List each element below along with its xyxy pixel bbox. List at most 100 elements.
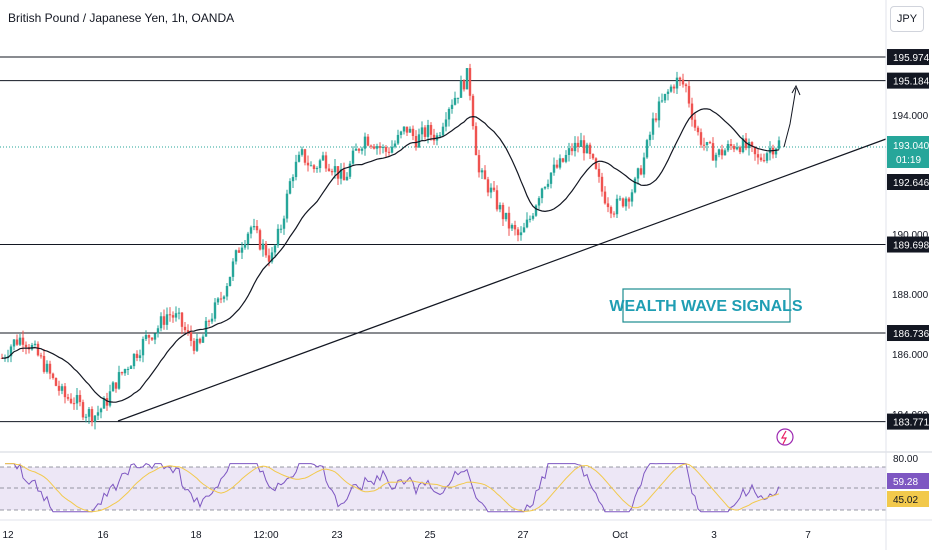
candle-body [714,154,718,161]
candle-body [12,339,16,347]
rsi-ma-value-tag [887,491,929,507]
current-price-value: 193.040 [893,141,930,152]
rsi-level-80: 80.00 [893,454,918,465]
candle-body [171,315,175,318]
candle-body [414,136,418,148]
candle-body [708,142,712,144]
candle-body [471,95,475,127]
candle-body [237,250,241,253]
candle-body [267,255,271,262]
candle-body [636,168,640,179]
candle-body [594,158,598,169]
candle-body [336,166,340,179]
time-tick-8: 3 [711,530,717,541]
candle-body [585,144,589,154]
candle-body [369,145,373,147]
candles [0,63,781,430]
candle-body [48,363,52,374]
candle-body [582,140,586,154]
candle-body [681,79,685,85]
candle-body [633,178,637,193]
candle-body [777,140,781,149]
candle-body [87,409,91,417]
candle-body [273,245,277,253]
lightning-icon[interactable] [776,428,794,446]
candle-body [540,188,544,199]
candle-body [138,355,142,358]
symbol-title: British Pound / Japanese Yen, 1h, OANDA [8,11,235,25]
candle-body [651,118,655,135]
candle-body [258,230,262,250]
candle-body [630,192,634,202]
candle-body [576,142,580,147]
candle-body [375,146,379,149]
axis-tick-190: 190.000 [892,230,929,241]
candle-body [384,147,388,152]
candle-body [135,353,139,358]
candle-body [99,408,103,413]
candle-body [120,372,124,374]
candle-body [234,250,238,262]
candle-body [363,136,367,149]
level-tag-3 [887,325,929,342]
candle-body [60,386,64,391]
candle-body [93,415,97,422]
candle-body [228,276,232,287]
candle-body [426,124,430,137]
candle-body [645,140,649,158]
candle-body [624,198,628,207]
price-axis[interactable]: 194.000 190.000 188.000 186.000 184.000 … [887,49,930,430]
candle-body [399,131,403,135]
candle-body [150,337,154,340]
currency-button[interactable]: JPY [890,6,924,32]
candle-body [438,135,442,137]
candle-body [291,177,295,182]
time-tick-4: 23 [331,530,343,541]
price-pane: WEALTH WAVE SIGNALS [0,56,887,446]
candle-body [351,150,355,164]
candle-body [621,198,625,207]
candle-body [180,312,184,327]
axis-tick-194: 194.000 [892,111,929,122]
candle-body [195,338,199,351]
candle-body [732,145,736,150]
candle-body [174,313,178,318]
candle-body [480,170,484,173]
candle-body [42,355,46,372]
candle-body [243,244,247,248]
candle-body [24,344,28,348]
candle-body [519,232,523,236]
candle-body [252,225,256,228]
candle-body [264,243,268,256]
watermark-text: WEALTH WAVE SIGNALS [609,298,803,315]
candle-body [570,148,574,152]
candle-body [66,397,70,399]
candle-body [306,162,310,166]
candle-body [297,154,301,162]
candle-body [432,134,436,141]
candle-body [117,372,121,389]
candle-body [21,337,25,345]
candle-body [81,402,85,418]
candle-body [762,160,766,162]
candle-body [276,228,280,246]
candle-body [558,158,562,168]
candle-body [147,335,151,338]
candle-body [294,161,298,178]
candle-body [159,316,163,329]
candle-body [525,219,529,228]
candle-body [447,108,451,120]
candle-body [627,198,631,202]
projection-arrow [783,87,797,148]
candle-body [381,147,385,149]
candle-body [96,412,100,416]
candle-body [648,134,652,141]
level-tag-value-1: 195.184 [893,77,930,88]
candle-body [774,148,778,155]
candle-body [561,158,565,162]
candle-body [345,176,349,181]
candle-body [354,148,358,151]
candle-body [219,298,223,300]
